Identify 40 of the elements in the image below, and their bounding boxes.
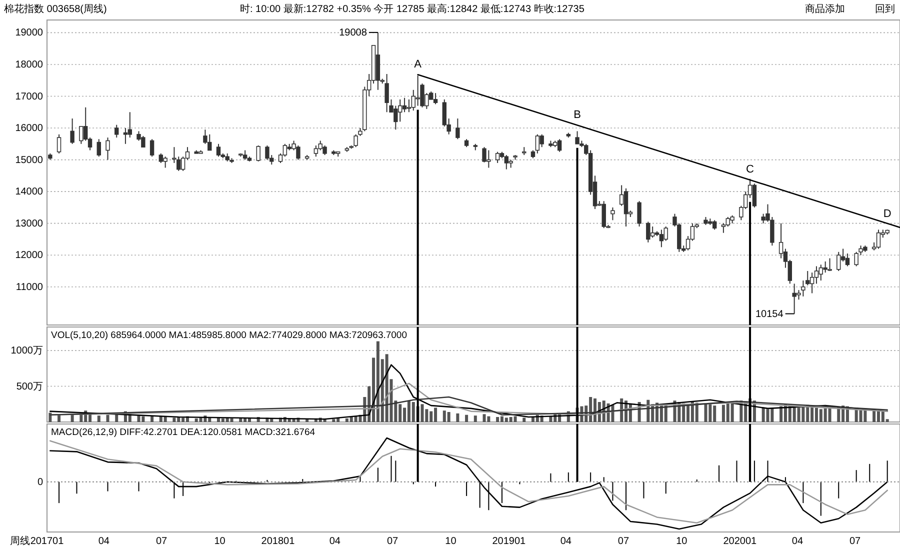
- x-tick-label: 04: [329, 536, 341, 547]
- y-tick-label: 16000: [15, 122, 44, 134]
- x-tick-label: 04: [560, 536, 572, 547]
- chart-title: VOL(5,10,20) 685964.0000 MA1:485985.8000 MA2:774029.8000 MA3:720963.7000: [51, 330, 408, 341]
- chart-title: 棉花指数 003658(周线): [4, 2, 107, 15]
- y-tick-label: 500万: [16, 380, 43, 392]
- chart-subtitle: 时: 10:00 最新:12782 +0.35% 今开 12785 最高:12842 最低:12743 昨收:12735: [240, 2, 585, 15]
- annotation: C: [746, 163, 754, 176]
- x-tick-label: 202001: [723, 536, 758, 547]
- annotation: 10154: [756, 308, 784, 320]
- x-tick-label: 201901: [492, 536, 526, 547]
- y-tick-label: 1000万: [10, 345, 43, 356]
- x-tick-label: 10: [445, 536, 457, 547]
- annotation: D: [883, 208, 892, 220]
- y-tick-label: 12000: [15, 250, 44, 261]
- x-tick-label: 10: [676, 536, 688, 547]
- x-tick-label: 07: [618, 536, 630, 547]
- x-tick-label: 07: [386, 536, 398, 547]
- x-axis-title: 周线: [10, 534, 30, 547]
- ref-line-label: 0: [37, 476, 44, 488]
- annotation: B: [574, 108, 581, 121]
- annotation: A: [414, 58, 422, 71]
- y-tick-label: 13000: [15, 218, 44, 229]
- y-tick-label: 14000: [15, 186, 44, 198]
- text: 回到: [875, 4, 895, 15]
- annotation: 19008: [339, 27, 368, 38]
- y-tick-label: 19000: [15, 27, 44, 38]
- y-tick-label: 17000: [15, 90, 44, 102]
- x-tick-label: 201801: [261, 536, 296, 547]
- x-tick-label: 07: [850, 536, 862, 547]
- text: 商品添加: [805, 2, 845, 15]
- chart-title: MACD(26,12,9) DIFF:42.2701 DEA:120.0581 MACD:321.6764: [51, 426, 316, 438]
- x-tick-label: 07: [156, 536, 168, 547]
- x-tick-label: 201701: [30, 536, 64, 547]
- x-tick-label: 04: [792, 536, 804, 547]
- y-tick-label: 11000: [16, 282, 44, 293]
- y-tick-label: 15000: [15, 154, 44, 166]
- x-tick-label: 10: [214, 536, 226, 547]
- y-tick-label: 18000: [15, 59, 44, 70]
- x-tick-label: 04: [98, 536, 110, 547]
